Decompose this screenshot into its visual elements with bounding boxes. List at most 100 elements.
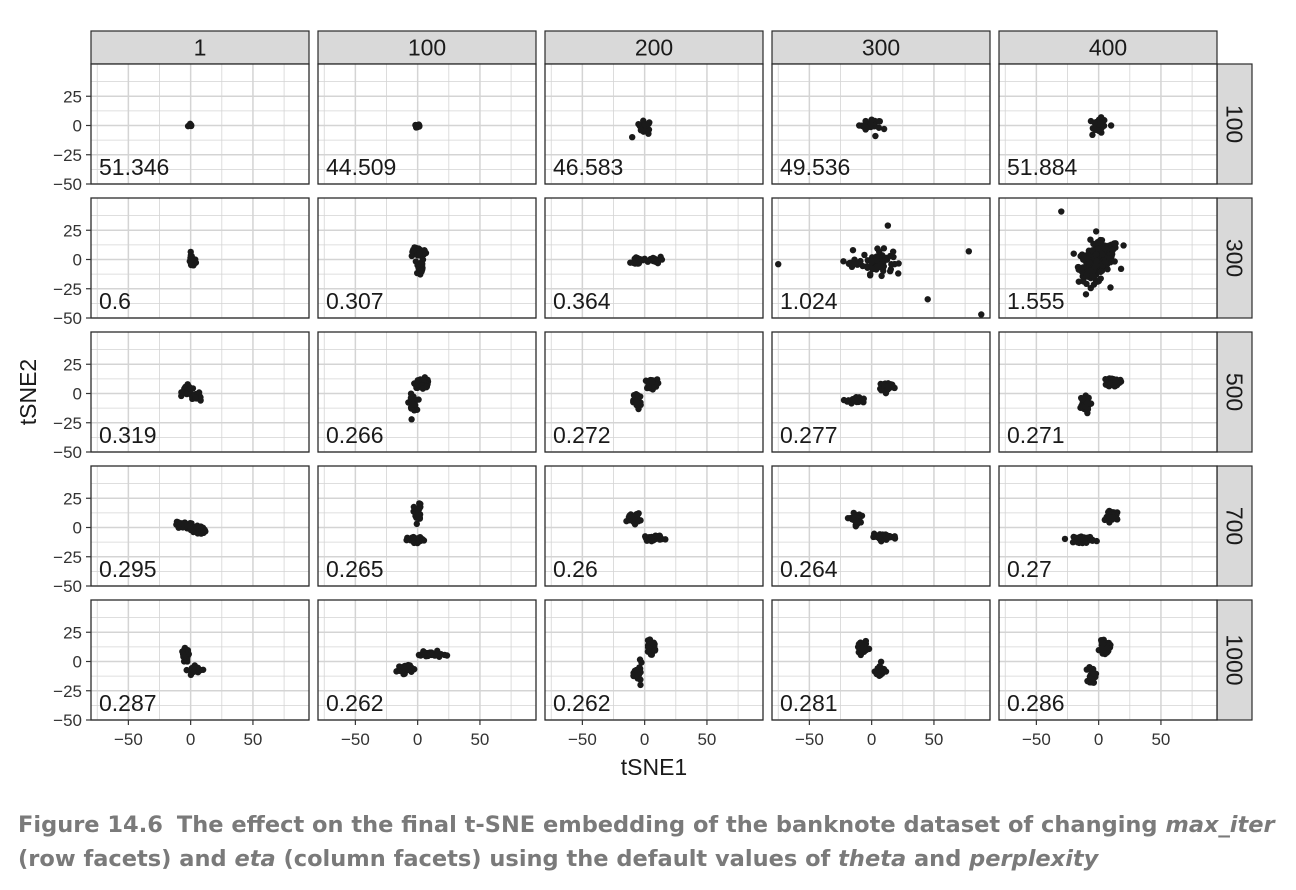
- data-point: [878, 272, 885, 280]
- panel-points: [403, 500, 428, 547]
- panel-500-200: 0.272: [544, 331, 764, 453]
- panel-background: [91, 198, 309, 318]
- panel-background: [318, 600, 536, 720]
- panel-cost-label: 1.024: [780, 288, 838, 314]
- panel-background: [91, 600, 309, 720]
- panel-points: [393, 647, 451, 678]
- data-point: [888, 261, 895, 268]
- data-point: [873, 253, 880, 260]
- data-point: [849, 246, 857, 254]
- panel-1000-1: 0.287: [90, 599, 310, 721]
- column-strip-200: [544, 30, 764, 65]
- data-point: [775, 260, 782, 268]
- data-point: [880, 125, 888, 133]
- panel-700-1: 0.295: [90, 465, 310, 587]
- panel-1000-400: 0.286: [998, 599, 1218, 721]
- panel-points: [179, 644, 207, 679]
- y-axis-title: tSNE2: [15, 359, 41, 425]
- column-strip-label: 400: [1089, 35, 1127, 61]
- data-point: [637, 676, 644, 683]
- panel-border: [544, 465, 764, 587]
- panel-points: [854, 637, 890, 679]
- column-strip-label: 100: [408, 35, 446, 61]
- panel-border: [317, 331, 537, 453]
- data-point: [886, 268, 894, 275]
- panel-border: [90, 63, 310, 185]
- data-point: [884, 222, 892, 229]
- panel-cost-label: 0.286: [1007, 690, 1065, 716]
- y-tick-label: −50: [53, 711, 82, 730]
- data-point: [1107, 122, 1115, 129]
- panel-border: [544, 63, 764, 185]
- column-strip-label: 300: [862, 35, 900, 61]
- data-point: [1102, 245, 1109, 252]
- data-point: [415, 537, 422, 544]
- data-point: [866, 272, 874, 279]
- panel-cost-label: 0.319: [99, 422, 157, 448]
- data-point: [1102, 258, 1109, 266]
- column-strip-1: [90, 30, 310, 65]
- data-point: [187, 525, 195, 533]
- panel-100-1: 51.346: [90, 63, 310, 185]
- data-point: [623, 517, 630, 525]
- data-point: [645, 120, 652, 128]
- panel-500-400: 0.271: [998, 331, 1218, 453]
- data-point: [1091, 126, 1099, 133]
- y-tick-label: 25: [63, 87, 82, 106]
- panel-100-200: 46.583: [544, 63, 764, 185]
- data-point: [1097, 268, 1105, 275]
- data-point: [1112, 378, 1119, 385]
- y-tick-label: 0: [73, 251, 82, 270]
- data-point: [190, 664, 197, 671]
- data-point: [872, 132, 879, 140]
- data-point: [1069, 539, 1077, 546]
- data-point: [1089, 247, 1096, 254]
- data-point: [420, 649, 427, 657]
- panel-points: [408, 244, 430, 278]
- data-point: [637, 681, 644, 689]
- data-point: [408, 416, 415, 423]
- data-point: [645, 130, 652, 137]
- panel-100-100: 44.509: [317, 63, 537, 185]
- data-point: [1083, 271, 1090, 279]
- data-point: [1092, 251, 1100, 258]
- data-point: [1096, 121, 1103, 128]
- panel-points: [840, 380, 898, 407]
- panel-border: [317, 465, 537, 587]
- panel-cost-label: 0.262: [553, 690, 611, 716]
- data-point: [1087, 267, 1095, 275]
- caption-figure-number: Figure 14.6: [18, 812, 163, 838]
- panel-border: [544, 331, 764, 453]
- caption-em-max-iter: max_iter: [1165, 812, 1275, 838]
- data-point: [895, 260, 902, 267]
- panel-300-100: 0.307: [317, 197, 537, 319]
- data-point: [844, 398, 851, 405]
- data-point: [1082, 291, 1090, 298]
- x-tick-label: 50: [1151, 730, 1170, 749]
- panel-300-300: 1.024: [771, 197, 991, 319]
- x-tick-label: 0: [413, 730, 422, 749]
- data-point: [1061, 535, 1069, 543]
- data-point: [1086, 663, 1093, 671]
- column-strip-100: [317, 30, 537, 65]
- panel-500-1: 0.319: [90, 331, 310, 453]
- data-point: [416, 249, 423, 257]
- panel-border: [90, 599, 310, 721]
- data-point: [1094, 238, 1102, 246]
- data-point: [413, 520, 421, 528]
- data-point: [634, 511, 641, 519]
- panel-700-300: 0.264: [771, 465, 991, 587]
- panel-points: [627, 253, 666, 267]
- data-point: [651, 647, 659, 654]
- data-point: [876, 262, 884, 270]
- panel-border: [771, 331, 991, 453]
- data-point: [1085, 394, 1092, 402]
- panel-border: [317, 599, 537, 721]
- data-point: [1093, 257, 1100, 265]
- data-point: [875, 124, 883, 131]
- panel-points: [186, 248, 200, 269]
- caption-em-theta: theta: [838, 846, 907, 872]
- data-point: [1080, 278, 1087, 285]
- panel-points: [856, 116, 888, 140]
- data-point: [853, 398, 860, 406]
